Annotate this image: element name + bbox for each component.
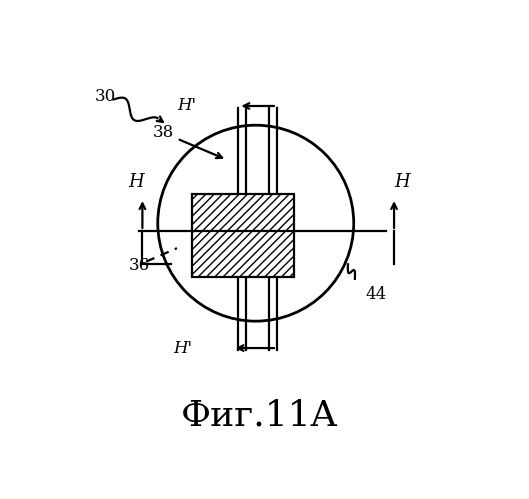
Text: H: H xyxy=(129,173,144,191)
Bar xyxy=(193,195,294,277)
Text: H': H' xyxy=(173,339,193,357)
Text: Фиг.11A: Фиг.11A xyxy=(181,398,338,432)
Text: H: H xyxy=(394,173,409,191)
Text: 36: 36 xyxy=(129,257,150,274)
Text: H': H' xyxy=(177,97,196,114)
Text: 30: 30 xyxy=(94,88,116,105)
Text: 44: 44 xyxy=(365,286,387,303)
Text: 38: 38 xyxy=(153,124,174,141)
